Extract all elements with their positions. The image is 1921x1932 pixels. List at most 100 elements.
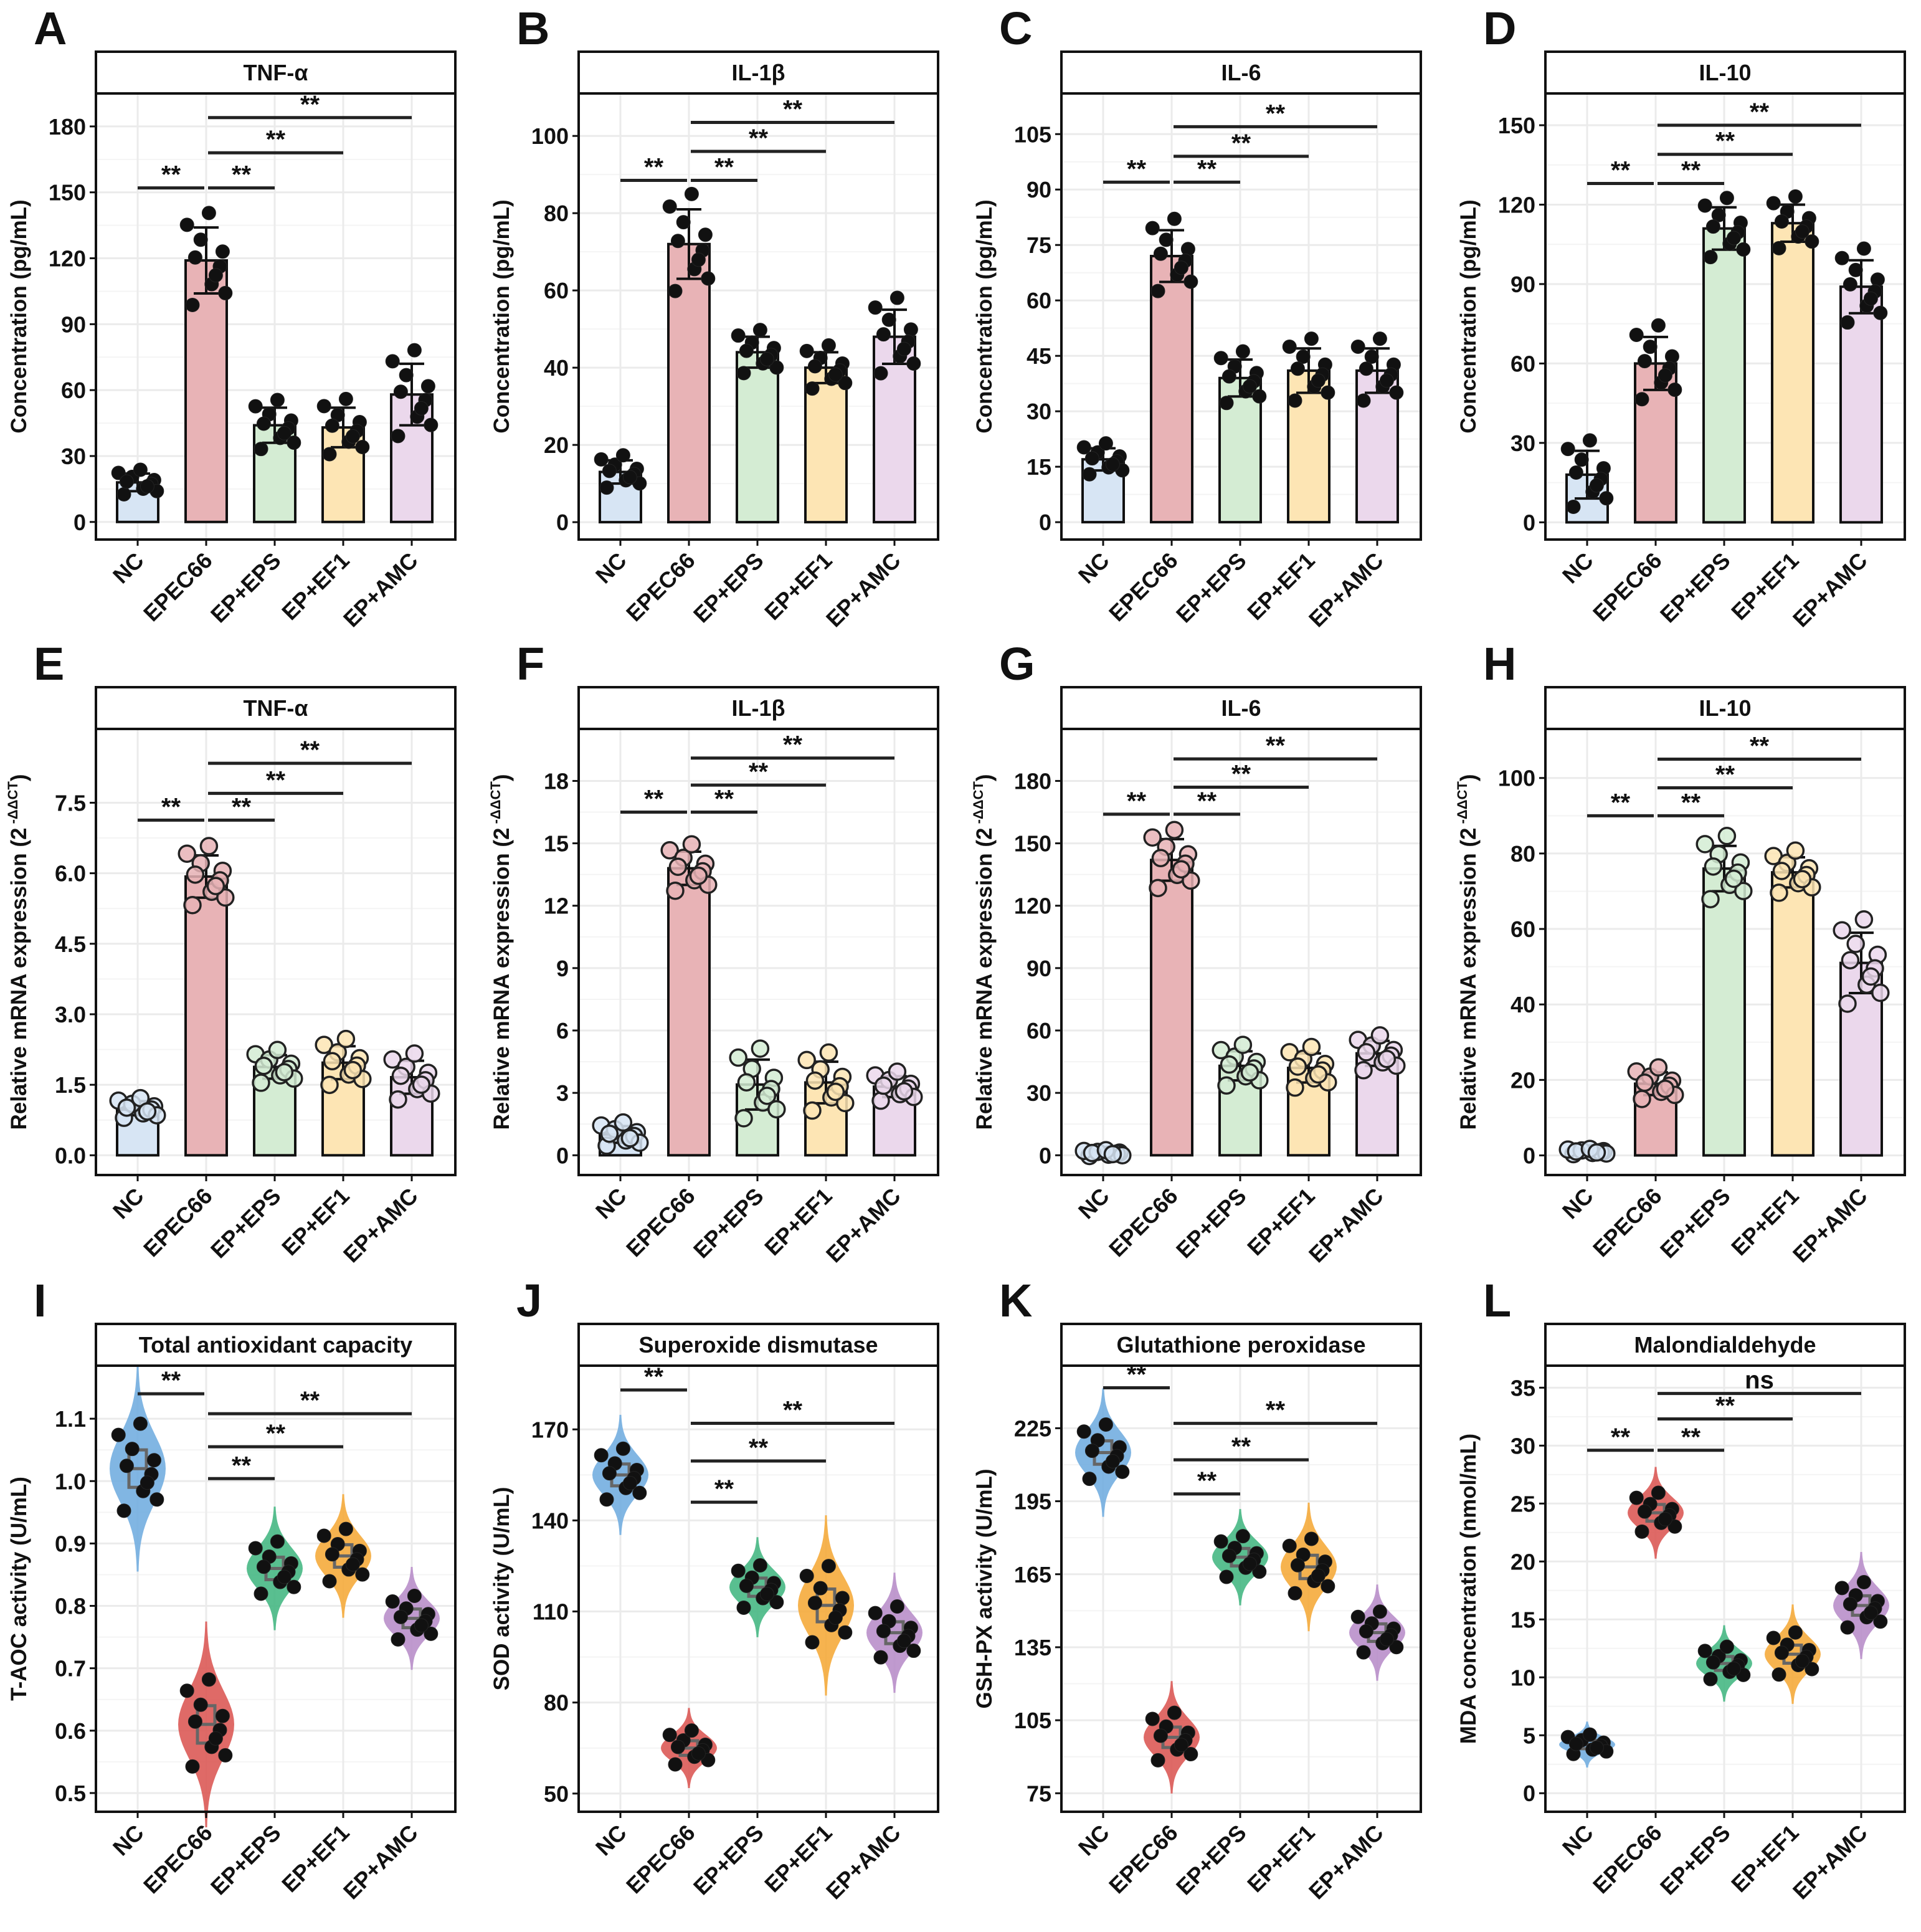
- x-tick-label: EPEC66: [138, 1820, 217, 1899]
- data-point: [615, 1441, 630, 1456]
- y-axis-label-superscript: -ΔΔCT: [1454, 781, 1470, 828]
- data-point: [600, 1124, 619, 1143]
- y-axis-label-text: Relative mRNA expression (2: [490, 828, 514, 1130]
- data-point: [896, 1634, 911, 1649]
- data-point: [1703, 1672, 1718, 1687]
- data-point: [826, 1082, 845, 1102]
- panel-c: CIL-6** ******0153045607590105Concentrati…: [972, 2, 1422, 632]
- y-tick-label: 0: [1523, 1143, 1535, 1169]
- data-point: [1321, 1579, 1335, 1594]
- data-point: [218, 1748, 233, 1763]
- data-point: [622, 470, 637, 485]
- x-tick-label: EPEC66: [1104, 1183, 1183, 1262]
- panel-i: I Total antioxidant capacity ** ** ** ** 0.5 0.…: [7, 1275, 457, 1904]
- panel-a: A TNF-α ** ** ** ** 0 30 60 90 120 150 180 Concentrat…: [7, 2, 457, 632]
- x-tick-label: NC: [591, 548, 632, 589]
- data-point: [666, 881, 685, 900]
- data-point: [338, 1521, 353, 1536]
- data-point: [1587, 1143, 1606, 1162]
- y-axis-label: Concentration (pg/mL): [1456, 199, 1481, 433]
- data-point: [1637, 354, 1652, 369]
- data-point: [1282, 339, 1297, 354]
- significance-label: **: [749, 758, 769, 786]
- y-tick-label: 195: [1014, 1489, 1051, 1515]
- significance-label: **: [783, 731, 803, 759]
- significance-label: **: [1197, 155, 1217, 183]
- data-point: [1840, 1620, 1855, 1635]
- data-point: [1634, 1524, 1649, 1539]
- data-point: [1213, 1534, 1228, 1549]
- data-point: [1288, 1586, 1302, 1601]
- data-point: [819, 1043, 838, 1062]
- data-point: [316, 399, 331, 414]
- data-point: [1582, 1727, 1597, 1742]
- panel-l: L Malondialdehyde ** ** ** ns 0 5 10 15 20 25 30 35 MD…: [1456, 1275, 1906, 1904]
- y-tick-label: 170: [531, 1417, 569, 1442]
- data-point: [383, 1050, 402, 1069]
- data-point: [1359, 1624, 1373, 1639]
- y-axis-label-text: Relative mRNA expression (2: [972, 828, 997, 1130]
- data-point: [1705, 1655, 1720, 1670]
- data-point: [1589, 1740, 1604, 1755]
- x-tick-label: EPEC66: [1588, 1820, 1667, 1899]
- y-tick-label: 60: [61, 378, 86, 403]
- y-tick-label: 35: [1511, 1375, 1535, 1401]
- y-axis-label-end: ): [7, 774, 31, 781]
- y-tick-label: 0: [556, 1143, 569, 1168]
- y-tick-label: 15: [544, 831, 569, 857]
- y-tick-label: 1.1: [55, 1406, 86, 1432]
- bar-epec66: [1150, 859, 1193, 1157]
- y-tick-label: 6: [556, 1018, 569, 1044]
- data-point: [1766, 1630, 1781, 1645]
- significance-label: **: [1266, 1397, 1286, 1424]
- y-tick-label: 75: [1027, 232, 1051, 258]
- y-tick-label: 10: [1511, 1665, 1535, 1690]
- data-point: [602, 464, 617, 478]
- data-point: [662, 1728, 677, 1743]
- y-tick-label: 45: [1027, 343, 1051, 369]
- panel-e: E TNF-α ** ** ** ** 0.0 1.5 3.0 4.5 6.0 7.5 Relative…: [5, 638, 457, 1267]
- y-tick-label: 1.5: [55, 1072, 86, 1098]
- data-point: [1143, 828, 1162, 847]
- panel-letter: C: [999, 2, 1032, 54]
- data-point: [1150, 283, 1165, 298]
- data-point: [1788, 1625, 1803, 1640]
- data-point: [1656, 1079, 1675, 1098]
- y-axis-label-superscript: -ΔΔCT: [5, 781, 21, 828]
- y-axis-label-text: GSH-PX activity (U/mL): [972, 1468, 997, 1708]
- x-tick-label: NC: [1073, 548, 1114, 589]
- data-point: [906, 356, 921, 371]
- panel-letter: B: [516, 2, 549, 54]
- y-tick-label: 60: [1027, 1018, 1051, 1044]
- data-point: [206, 877, 225, 895]
- data-point: [684, 1723, 699, 1738]
- data-point: [701, 271, 716, 286]
- data-point: [620, 1129, 640, 1148]
- data-point: [1304, 331, 1319, 346]
- data-point: [1213, 351, 1228, 366]
- data-point: [799, 343, 814, 358]
- data-point: [320, 1075, 339, 1095]
- data-point: [1873, 305, 1888, 320]
- data-point: [1726, 231, 1741, 245]
- y-tick-label: 90: [61, 312, 86, 337]
- data-point: [185, 1759, 200, 1774]
- data-point: [889, 1599, 904, 1614]
- data-point: [1076, 1424, 1091, 1439]
- data-point: [1221, 1548, 1236, 1563]
- data-point: [287, 1579, 301, 1594]
- data-point: [1795, 1654, 1810, 1668]
- panel-strip: [1544, 1323, 1906, 1367]
- bar-epec66: [667, 867, 711, 1157]
- data-point: [256, 1559, 271, 1574]
- data-point: [752, 1558, 767, 1573]
- significance-label: **: [1715, 128, 1735, 155]
- data-point: [868, 300, 883, 315]
- data-point: [1566, 500, 1581, 515]
- significance-label: **: [1611, 156, 1631, 184]
- panel-strip: [577, 1323, 939, 1367]
- data-point: [216, 888, 235, 907]
- data-point: [805, 1071, 825, 1090]
- y-tick-label: 20: [1511, 1067, 1535, 1093]
